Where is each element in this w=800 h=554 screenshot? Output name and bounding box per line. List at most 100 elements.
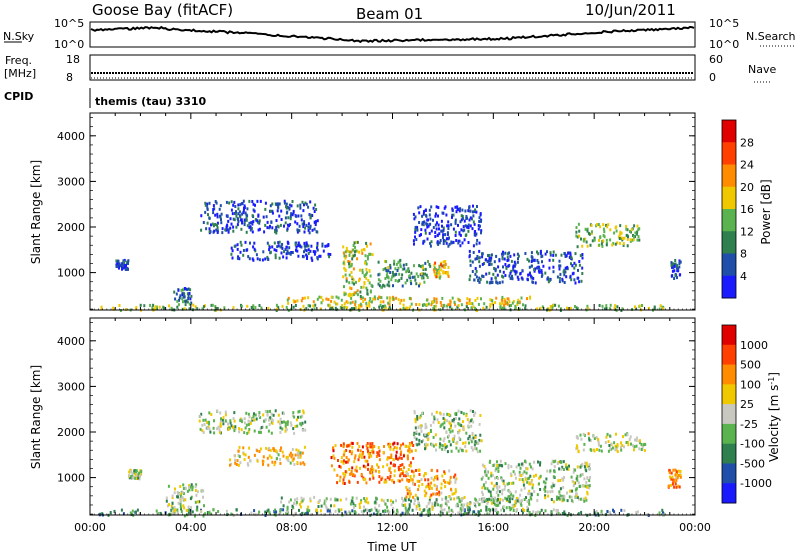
range-gate-cell	[238, 430, 241, 434]
range-gate-cell	[353, 456, 356, 460]
range-gate-cell	[324, 244, 327, 248]
range-gate-cell	[506, 255, 509, 259]
range-gate-cell	[431, 443, 434, 447]
range-gate-cell	[350, 264, 353, 268]
range-gate-cell	[569, 275, 572, 279]
range-gate-cell	[179, 505, 182, 509]
range-gate-cell	[403, 466, 405, 470]
range-gate-cell	[345, 279, 348, 283]
range-gate-cell	[414, 420, 417, 424]
velocity-heatmap	[98, 409, 682, 518]
range-gate-cell	[568, 464, 570, 468]
range-gate-cell	[353, 241, 356, 245]
range-gate-cell	[179, 494, 182, 498]
range-gate-cell	[190, 506, 193, 509]
range-gate-cell	[469, 259, 472, 263]
range-gate-cell	[251, 214, 254, 218]
range-gate-cell	[386, 463, 389, 467]
range-gate-cell	[345, 460, 348, 464]
range-gate-cell	[532, 483, 535, 487]
range-gate-cell	[395, 446, 398, 450]
range-gate-cell	[315, 508, 318, 512]
range-gate-cell	[530, 255, 533, 259]
colorbar-tick-label: 25	[740, 398, 754, 411]
range-gate-cell	[302, 225, 305, 229]
range-gate-cell	[572, 271, 575, 275]
range-gate-cell	[558, 259, 561, 263]
range-gate-cell	[344, 470, 347, 474]
range-gate-cell	[428, 510, 431, 514]
range-gate-cell	[520, 498, 523, 502]
range-gate-cell	[520, 474, 523, 477]
range-gate-cell	[268, 446, 271, 450]
range-gate-cell	[370, 470, 373, 474]
range-gate-cell	[444, 443, 447, 447]
range-gate-cell	[305, 249, 308, 253]
range-gate-cell	[671, 475, 674, 479]
range-gate-cell	[275, 231, 278, 235]
range-gate-cell	[446, 232, 449, 236]
range-gate-cell	[598, 304, 601, 307]
range-gate-cell	[274, 508, 277, 512]
range-gate-cell	[353, 460, 356, 464]
range-gate-cell	[252, 245, 255, 249]
range-gate-cell	[139, 303, 142, 307]
range-gate-cell	[365, 481, 368, 485]
range-gate-cell	[365, 271, 368, 275]
range-gate-cell	[365, 286, 368, 290]
range-gate-cell	[325, 506, 328, 510]
range-gate-cell	[238, 455, 241, 459]
range-gate-cell	[295, 448, 298, 452]
range-gate-cell	[441, 296, 444, 300]
range-gate-cell	[299, 415, 302, 419]
range-gate-cell	[237, 217, 239, 221]
range-gate-cell	[432, 478, 435, 482]
range-gate-cell	[495, 486, 498, 489]
range-gate-cell	[251, 200, 254, 203]
range-gate-cell	[235, 225, 238, 229]
range-gate-cell	[283, 224, 285, 228]
range-gate-cell	[304, 428, 307, 432]
range-gate-cell	[469, 216, 472, 220]
range-gate-cell	[285, 305, 288, 309]
range-gate-cell	[475, 210, 478, 214]
range-gate-cell	[180, 492, 183, 496]
range-gate-cell	[440, 268, 443, 272]
range-gate-cell	[204, 418, 207, 422]
range-gate-cell	[462, 441, 465, 445]
range-gate-cell	[128, 470, 131, 474]
range-gate-cell	[302, 304, 305, 308]
range-gate-cell	[539, 251, 542, 255]
range-gate-cell	[670, 261, 673, 265]
range-gate-cell	[355, 280, 357, 284]
range-gate-cell	[250, 306, 253, 309]
range-gate-cell	[440, 482, 443, 486]
range-gate-cell	[436, 240, 439, 244]
range-gate-cell	[386, 476, 389, 480]
range-gate-cell	[341, 304, 344, 308]
range-gate-cell	[412, 239, 415, 243]
range-gate-cell	[516, 303, 519, 306]
range-gate-cell	[285, 202, 288, 206]
range-gate-cell	[597, 223, 600, 226]
range-gate-cell	[447, 303, 450, 307]
range-gate-cell	[243, 431, 246, 435]
range-gate-cell	[422, 439, 425, 443]
range-gate-cell	[342, 275, 345, 279]
range-gate-cell	[454, 230, 457, 234]
y-tick-label: 1000	[57, 472, 85, 485]
range-gate-cell	[201, 307, 204, 311]
range-gate-cell	[442, 239, 445, 242]
range-gate-cell	[357, 304, 360, 308]
range-gate-cell	[501, 498, 504, 502]
range-gate-cell	[286, 249, 289, 253]
range-gate-cell	[136, 508, 139, 512]
range-gate-cell	[351, 445, 354, 449]
range-gate-cell	[135, 477, 138, 480]
y-tick-label: 2000	[57, 426, 85, 439]
range-gate-cell	[458, 436, 461, 440]
range-gate-cell	[289, 223, 292, 226]
range-gate-cell	[578, 234, 581, 238]
range-gate-cell	[467, 241, 470, 244]
range-gate-cell	[494, 267, 497, 271]
